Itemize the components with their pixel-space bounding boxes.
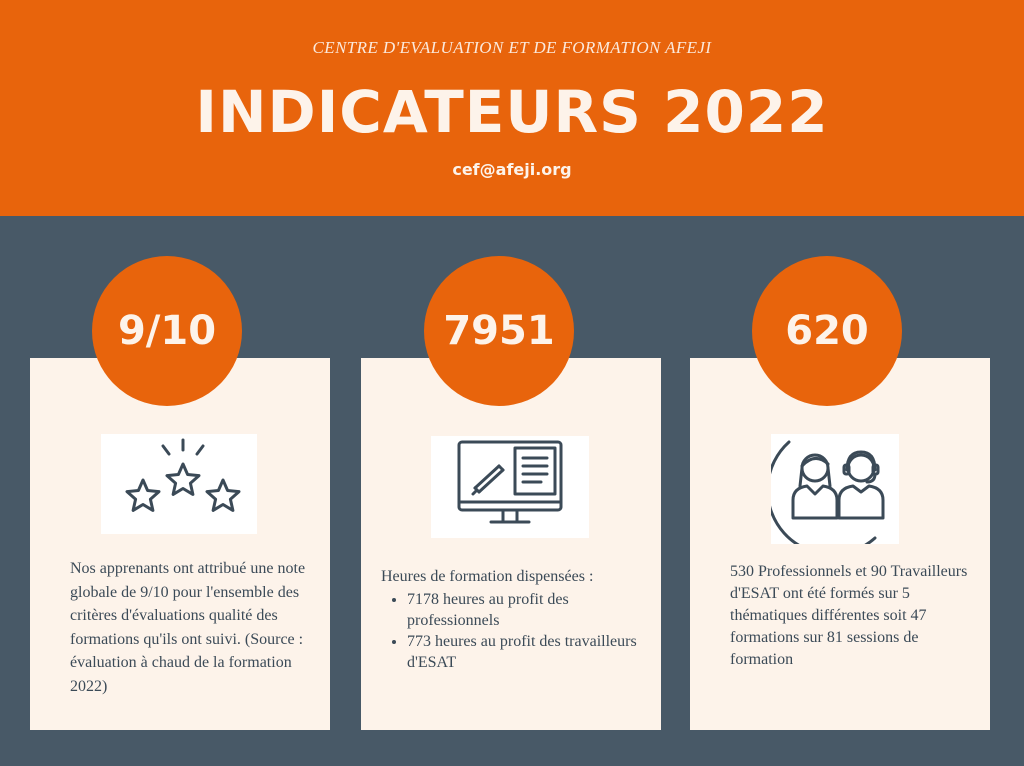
stat-circle-trainees: 620	[752, 256, 902, 406]
indicator-card-rating	[30, 358, 330, 730]
three-stars-icon	[101, 434, 257, 534]
stat-circle-hours: 7951	[424, 256, 574, 406]
rating-description: Nos apprenants ont attribué une note glo…	[70, 560, 306, 695]
people-icon	[771, 434, 899, 544]
hours-bullet-esat: 773 heures au profit des travailleurs d'…	[407, 631, 651, 673]
trainees-description: 530 Professionnels et 90 Travailleurs d'…	[730, 563, 968, 668]
hours-bullet-list: 7178 heures au profit des professionnels…	[381, 589, 651, 673]
indicator-card-trainees	[690, 358, 990, 730]
hours-bullet-professionals: 7178 heures au profit des professionnels	[407, 589, 651, 631]
contact-email: cef@afeji.org	[452, 160, 572, 179]
indicator-card-hours	[361, 358, 661, 730]
monitor-document-icon	[431, 436, 589, 538]
stat-circle-rating: 9/10	[92, 256, 242, 406]
header-banner: CENTRE D'EVALUATION ET DE FORMATION AFEJ…	[0, 0, 1024, 216]
organization-name: CENTRE D'EVALUATION ET DE FORMATION AFEJ…	[312, 38, 712, 57]
page-title: INDICATEURS 2022	[195, 78, 829, 146]
hours-intro: Heures de formation dispensées :	[381, 568, 594, 585]
hours-description: Heures de formation dispensées : 7178 he…	[381, 566, 651, 673]
